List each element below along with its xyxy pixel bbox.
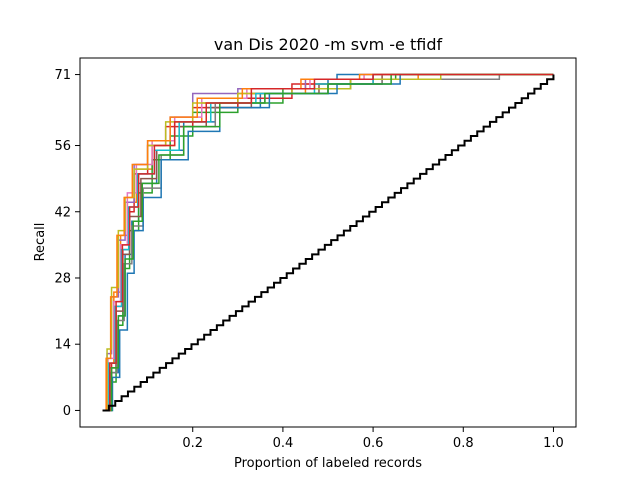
plot-lines [102,73,554,412]
y-tick-label-2: 14 [54,338,71,353]
series-line-14 [102,73,554,412]
x-axis-ticks: 0.2 0.4 0.6 0.8 1.0 [182,427,564,451]
random-baseline-line [102,74,555,412]
x-axis-label: Proportion of labeled records [234,456,422,471]
x-tick-label-3: 0.6 [363,436,384,451]
y-tick-label-6: 71 [54,68,71,83]
y-axis-label: Recall [33,223,48,262]
y-tick-label-5: 56 [54,139,71,154]
x-tick-label-2: 0.4 [273,436,294,451]
plot-area-frame [79,57,577,428]
baseline-group [102,74,555,412]
series-line-13 [102,73,554,412]
series-line-11 [102,73,554,412]
y-tick-label-3: 28 [54,271,71,286]
y-tick-label-4: 42 [54,205,71,220]
x-tick-label-4: 0.8 [453,436,474,451]
x-tick-label-5: 1.0 [543,436,564,451]
y-axis-ticks: 0 14 28 42 56 71 [54,68,80,419]
series-line-12 [102,73,554,412]
x-tick-label-1: 0.2 [182,436,203,451]
y-tick-label-1: 0 [63,404,71,419]
series-line-7 [102,73,554,412]
chart-title: van Dis 2020 -m svm -e tfidf [214,35,443,54]
